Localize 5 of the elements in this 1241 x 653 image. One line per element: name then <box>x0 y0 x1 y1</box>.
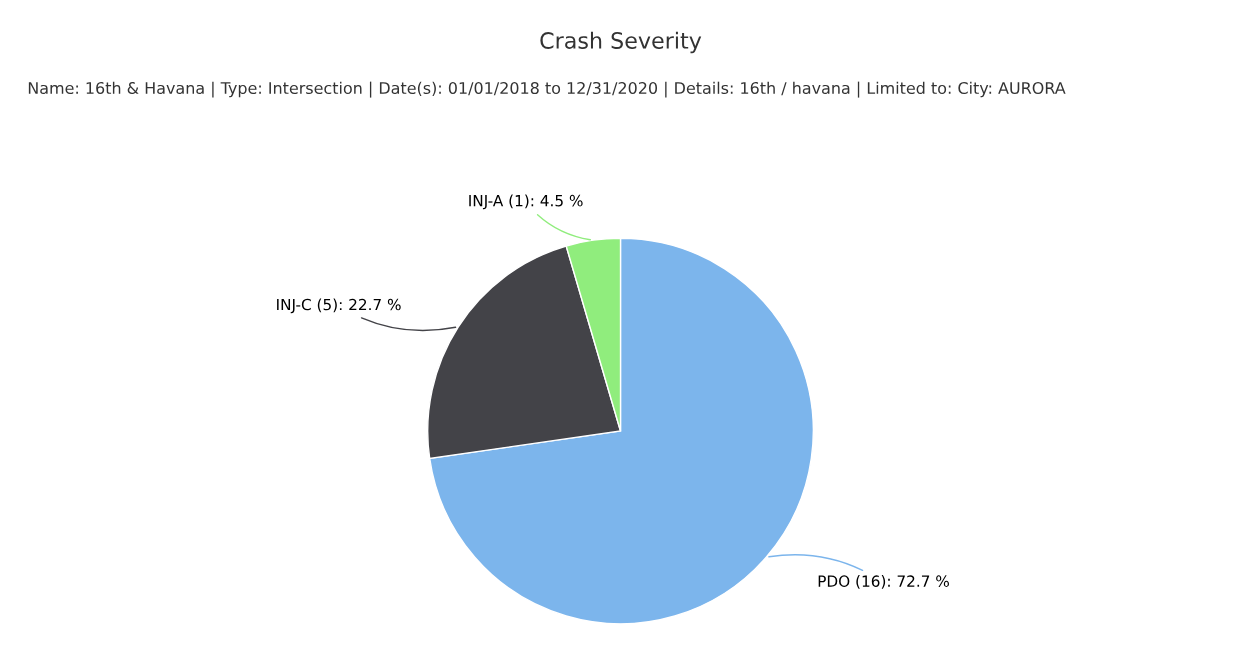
slice-label: INJ-C (5): 22.7 % <box>277 298 401 314</box>
chart-subtitle: Name: 16th & Havana | Type: Intersection | Date(s): 01/01/2018 to 12/31/2020 | Details: 16th / havana | Limited to: City: AURORA <box>28 81 1066 98</box>
chart-title: Crash Severity <box>540 31 702 54</box>
slice-label: INJ-A (1): 4.5 % <box>469 194 583 210</box>
slice-label: PDO (16): 72.7 % <box>818 575 949 589</box>
